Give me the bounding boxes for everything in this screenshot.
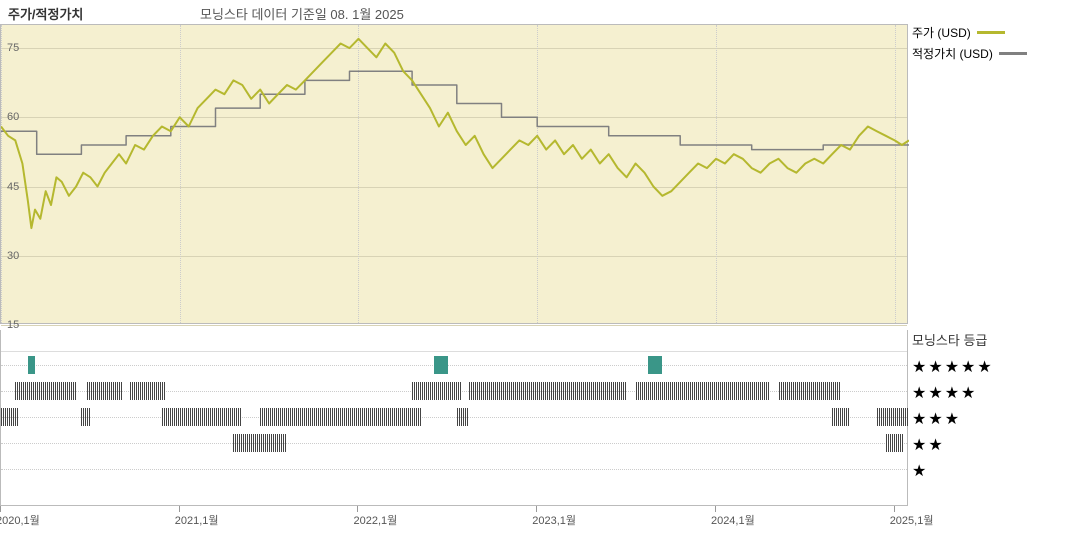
rating-segment xyxy=(130,382,166,400)
rating-segment xyxy=(233,434,287,452)
chart-container: 주가/적정가치 모닝스타 데이터 기준일 08. 1월 2025 1530456… xyxy=(0,0,1080,540)
rating-segment xyxy=(832,408,850,426)
rating-row xyxy=(1,430,907,456)
chart-title: 주가/적정가치 xyxy=(8,4,83,23)
rating-row xyxy=(1,378,907,404)
rating-segment xyxy=(260,408,421,426)
rating-segment xyxy=(469,382,626,400)
rating-row xyxy=(1,404,907,430)
chart-legend: 주가 (USD) 적정가치 (USD) xyxy=(912,24,1072,66)
rating-row xyxy=(1,352,907,378)
rating-segment xyxy=(87,382,123,400)
rating-segment xyxy=(81,408,90,426)
chart-subtitle: 모닝스타 데이터 기준일 08. 1월 2025 xyxy=(200,4,404,23)
rating-segment xyxy=(877,408,909,426)
rating-segment xyxy=(162,408,242,426)
star-row: ★ xyxy=(912,459,1072,485)
x-tick-label: 2022,1월 xyxy=(353,512,397,528)
legend-fair-label: 적정가치 (USD) xyxy=(912,45,993,62)
rating-segment xyxy=(28,356,35,374)
rating-segment xyxy=(648,356,662,374)
star-row: ★★★ xyxy=(912,407,1072,433)
rating-segment xyxy=(457,408,470,426)
rating-segment xyxy=(434,356,448,374)
legend-price: 주가 (USD) xyxy=(912,24,1072,41)
x-tick-label: 2024,1월 xyxy=(711,512,755,528)
rating-segment xyxy=(15,382,76,400)
price-chart: 1530456075 xyxy=(0,24,908,324)
star-row: ★★★★★ xyxy=(912,355,1072,381)
legend-fair: 적정가치 (USD) xyxy=(912,45,1072,62)
legend-price-swatch xyxy=(977,31,1005,34)
x-tick-label: 2020,1월 xyxy=(0,512,40,528)
rating-segment xyxy=(779,382,842,400)
rating-legend: 모닝스타 등급 ★★★★★★★★★★★★★★★ xyxy=(912,330,1072,485)
rating-chart xyxy=(0,330,908,506)
star-row: ★★ xyxy=(912,433,1072,459)
x-tick-label: 2025,1월 xyxy=(890,512,934,528)
x-tick-label: 2023,1월 xyxy=(532,512,576,528)
rating-segment xyxy=(412,382,462,400)
legend-price-label: 주가 (USD) xyxy=(912,24,971,41)
rating-row xyxy=(1,456,907,482)
star-row: ★★★★ xyxy=(912,381,1072,407)
rating-segment xyxy=(1,408,19,426)
x-tick-label: 2021,1월 xyxy=(175,512,219,528)
rating-segment xyxy=(636,382,770,400)
legend-fair-swatch xyxy=(999,52,1027,55)
rating-segment xyxy=(886,434,904,452)
rating-title: 모닝스타 등급 xyxy=(912,330,1072,349)
